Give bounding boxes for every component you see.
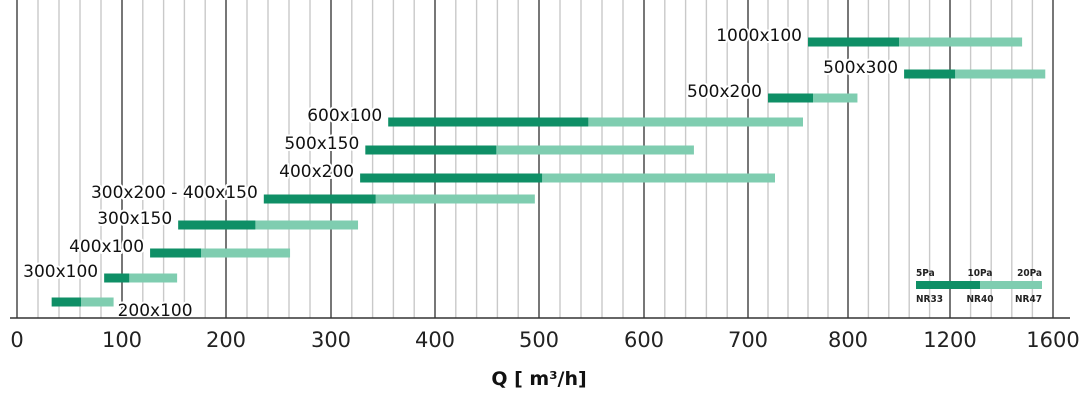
legend-noise-label: NR40 — [967, 294, 994, 305]
bar-label-halo: 300x100 — [23, 262, 98, 282]
bar-segment-5-10pa — [365, 145, 497, 155]
bar-label-halo: 300x200 - 400x150 — [91, 183, 258, 203]
bar-label: 500x200 — [687, 82, 762, 102]
bar-label: 300x200 - 400x150 — [91, 183, 258, 203]
bar-label: 400x100 — [69, 237, 144, 257]
x-tick-label: 700 — [728, 328, 768, 352]
bar-segment-5-10pa — [388, 117, 589, 127]
x-tick-label: 200 — [206, 328, 246, 352]
x-tick-label: 100 — [102, 328, 142, 352]
legend-pressure-label: 5Pa — [916, 268, 935, 279]
bar-label-halo: 1000x100 — [716, 26, 802, 46]
bar-segment-10-20pa — [81, 297, 114, 307]
bar-segment-5-10pa — [51, 297, 82, 307]
grid — [16, 0, 1054, 318]
x-tick-label: 800 — [828, 328, 868, 352]
bar-label-halo: 400x200 — [279, 162, 354, 182]
bar-segment-5-10pa — [104, 273, 130, 283]
bar-label: 200x100 — [118, 301, 193, 321]
bar-segment-10-20pa — [899, 37, 1023, 47]
legend-pressure-label: 10Pa — [968, 268, 993, 279]
x-tick-label: 1200 — [923, 328, 976, 352]
bar-label: 400x200 — [279, 162, 354, 182]
legend-bar-dark — [916, 281, 980, 289]
bar-label-halo: 200x100 — [118, 301, 193, 321]
bar-label-halo: 500x300 — [823, 58, 898, 78]
bar-label-halo: 400x100 — [69, 237, 144, 257]
bar-segment-10-20pa — [129, 273, 178, 283]
x-tick-label: 500 — [519, 328, 559, 352]
bar-segment-10-20pa — [955, 69, 1046, 79]
legend-pressure-label: 20Pa — [1017, 268, 1042, 279]
bar-label: 300x100 — [23, 262, 98, 282]
bar-label: 500x300 — [823, 58, 898, 78]
bar-segment-5-10pa — [150, 248, 202, 258]
bar-segment-5-10pa — [808, 37, 899, 47]
bar-label: 500x150 — [284, 134, 359, 154]
bar-label: 1000x100 — [716, 26, 802, 46]
legend-noise-label: NR47 — [1015, 294, 1042, 305]
bar-segment-5-10pa — [178, 220, 256, 230]
bar-segment-5-10pa — [360, 173, 543, 183]
bar-label: 300x150 — [97, 209, 172, 229]
bar-segment-10-20pa — [542, 173, 775, 183]
x-axis-title: Q [ m³/h] — [491, 368, 586, 390]
x-axis: 0 100 200 300 400 500 600 700 800 1200 1600 — [10, 317, 1080, 352]
bar-label-halo: 600x100 — [307, 106, 382, 126]
bar-labels: 1000x1001000x100500x300500x300500x200500… — [21, 24, 900, 323]
bar-segment-5-10pa — [768, 93, 813, 103]
x-tick-label: 400 — [415, 328, 455, 352]
bar-segment-10-20pa — [813, 93, 858, 103]
bars — [51, 37, 1046, 307]
bar-label-halo: 300x150 — [97, 209, 172, 229]
legend-noise-label: NR33 — [916, 294, 943, 305]
bar-segment-5-10pa — [904, 69, 956, 79]
x-tick-label: 300 — [311, 328, 351, 352]
bar-label: 600x100 — [307, 106, 382, 126]
bar-segment-10-20pa — [588, 117, 803, 127]
x-tick-label: 1600 — [1026, 328, 1079, 352]
bar-segment-10-20pa — [496, 145, 694, 155]
bar-label-halo: 500x150 — [284, 134, 359, 154]
legend: 5Pa 10Pa 20Pa NR33 NR40 NR47 — [916, 268, 1042, 305]
bar-segment-5-10pa — [263, 194, 376, 204]
x-tick-label: 0 — [10, 328, 23, 352]
x-tick-label: 600 — [624, 328, 664, 352]
bar-label-halo: 500x200 — [687, 82, 762, 102]
bar-segment-10-20pa — [201, 248, 291, 258]
bar-segment-10-20pa — [375, 194, 535, 204]
bar-segment-10-20pa — [255, 220, 359, 230]
legend-bar-light — [980, 281, 1042, 289]
